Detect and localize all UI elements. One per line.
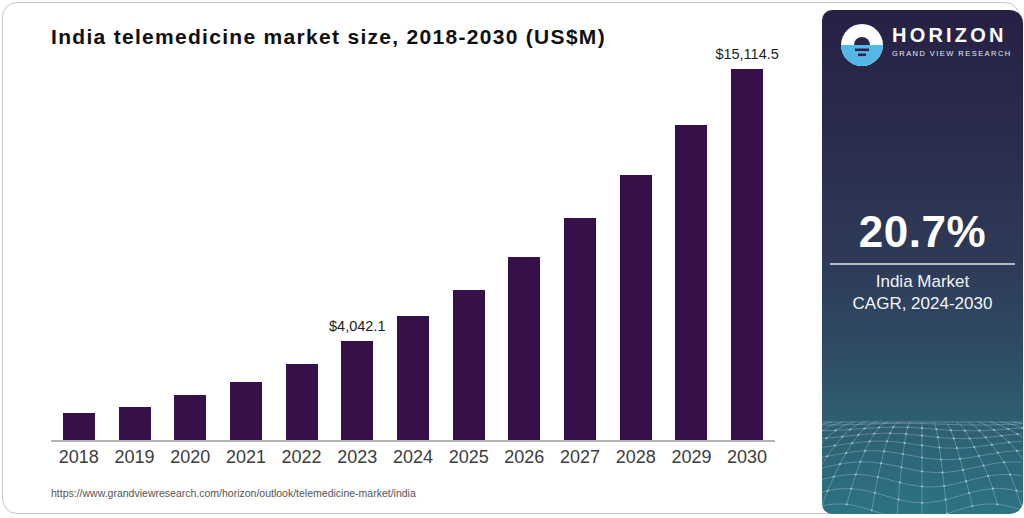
bar-column-2028 — [608, 69, 664, 440]
bar-column-2020 — [162, 69, 218, 440]
year-label-2026: 2026 — [497, 447, 553, 468]
value-label-2023: $4,042.1 — [329, 318, 385, 334]
bar-column-2025 — [441, 69, 497, 440]
year-label-2025: 2025 — [441, 447, 497, 468]
bar-column-2022 — [274, 69, 330, 440]
brand-sidebar: HORIZON GRAND VIEW RESEARCH 20.7% India … — [822, 10, 1023, 514]
x-axis-labels: 2018201920202021202220232024202520262027… — [51, 447, 775, 468]
year-label-2030: 2030 — [719, 447, 775, 468]
bar-column-2030: $15,114.5 — [719, 69, 775, 440]
year-label-2018: 2018 — [51, 447, 107, 468]
bar-2022 — [286, 364, 318, 440]
year-label-2027: 2027 — [552, 447, 608, 468]
bar-column-2027 — [552, 69, 608, 440]
cagr-caption-line1: India Market — [822, 271, 1023, 293]
brand-text: HORIZON GRAND VIEW RESEARCH — [892, 25, 1012, 58]
value-label-2030: $15,114.5 — [715, 46, 778, 62]
horizon-logo-icon — [841, 24, 883, 66]
year-label-2021: 2021 — [218, 447, 274, 468]
bar-column-2019 — [107, 69, 163, 440]
x-axis-line — [51, 440, 775, 442]
bar-column-2029 — [664, 69, 720, 440]
separator-line — [830, 263, 1015, 265]
bar-column-2023: $4,042.1 — [329, 69, 385, 440]
year-label-2022: 2022 — [274, 447, 330, 468]
brand-logo: HORIZON GRAND VIEW RESEARCH — [841, 24, 1012, 66]
bar-2018 — [63, 413, 95, 440]
bar-2030: $15,114.5 — [731, 69, 763, 440]
cagr-caption-line2: CAGR, 2024-2030 — [822, 293, 1023, 315]
bar-column-2024 — [385, 69, 441, 440]
infographic-card: India telemedicine market size, 2018-203… — [2, 2, 1020, 514]
cagr-caption: India Market CAGR, 2024-2030 — [822, 271, 1023, 315]
cagr-value: 20.7% — [822, 207, 1023, 257]
year-label-2020: 2020 — [162, 447, 218, 468]
bar-chart: $4,042.1 $15,114.5 — [51, 69, 775, 440]
bar-column-2026 — [497, 69, 553, 440]
bar-2021 — [230, 382, 262, 440]
brand-tagline: GRAND VIEW RESEARCH — [892, 49, 1012, 58]
bar-2029 — [675, 125, 707, 440]
bar-2026 — [508, 257, 540, 440]
year-label-2023: 2023 — [329, 447, 385, 468]
wireframe-mesh-decoration — [822, 418, 1023, 514]
bar-2024 — [397, 316, 429, 440]
bar-2027 — [564, 218, 596, 440]
year-label-2024: 2024 — [385, 447, 441, 468]
brand-name: HORIZON — [892, 25, 1012, 46]
bar-column-2018 — [51, 69, 107, 440]
bar-2025 — [453, 290, 485, 440]
year-label-2019: 2019 — [107, 447, 163, 468]
year-label-2028: 2028 — [608, 447, 664, 468]
bar-2020 — [174, 395, 206, 440]
bar-column-2021 — [218, 69, 274, 440]
bar-2023: $4,042.1 — [341, 341, 373, 440]
bar-2028 — [620, 175, 652, 440]
bar-2019 — [119, 407, 151, 440]
year-label-2029: 2029 — [664, 447, 720, 468]
chart-title: India telemedicine market size, 2018-203… — [51, 25, 606, 49]
source-url: https://www.grandviewresearch.com/horizo… — [51, 487, 416, 499]
